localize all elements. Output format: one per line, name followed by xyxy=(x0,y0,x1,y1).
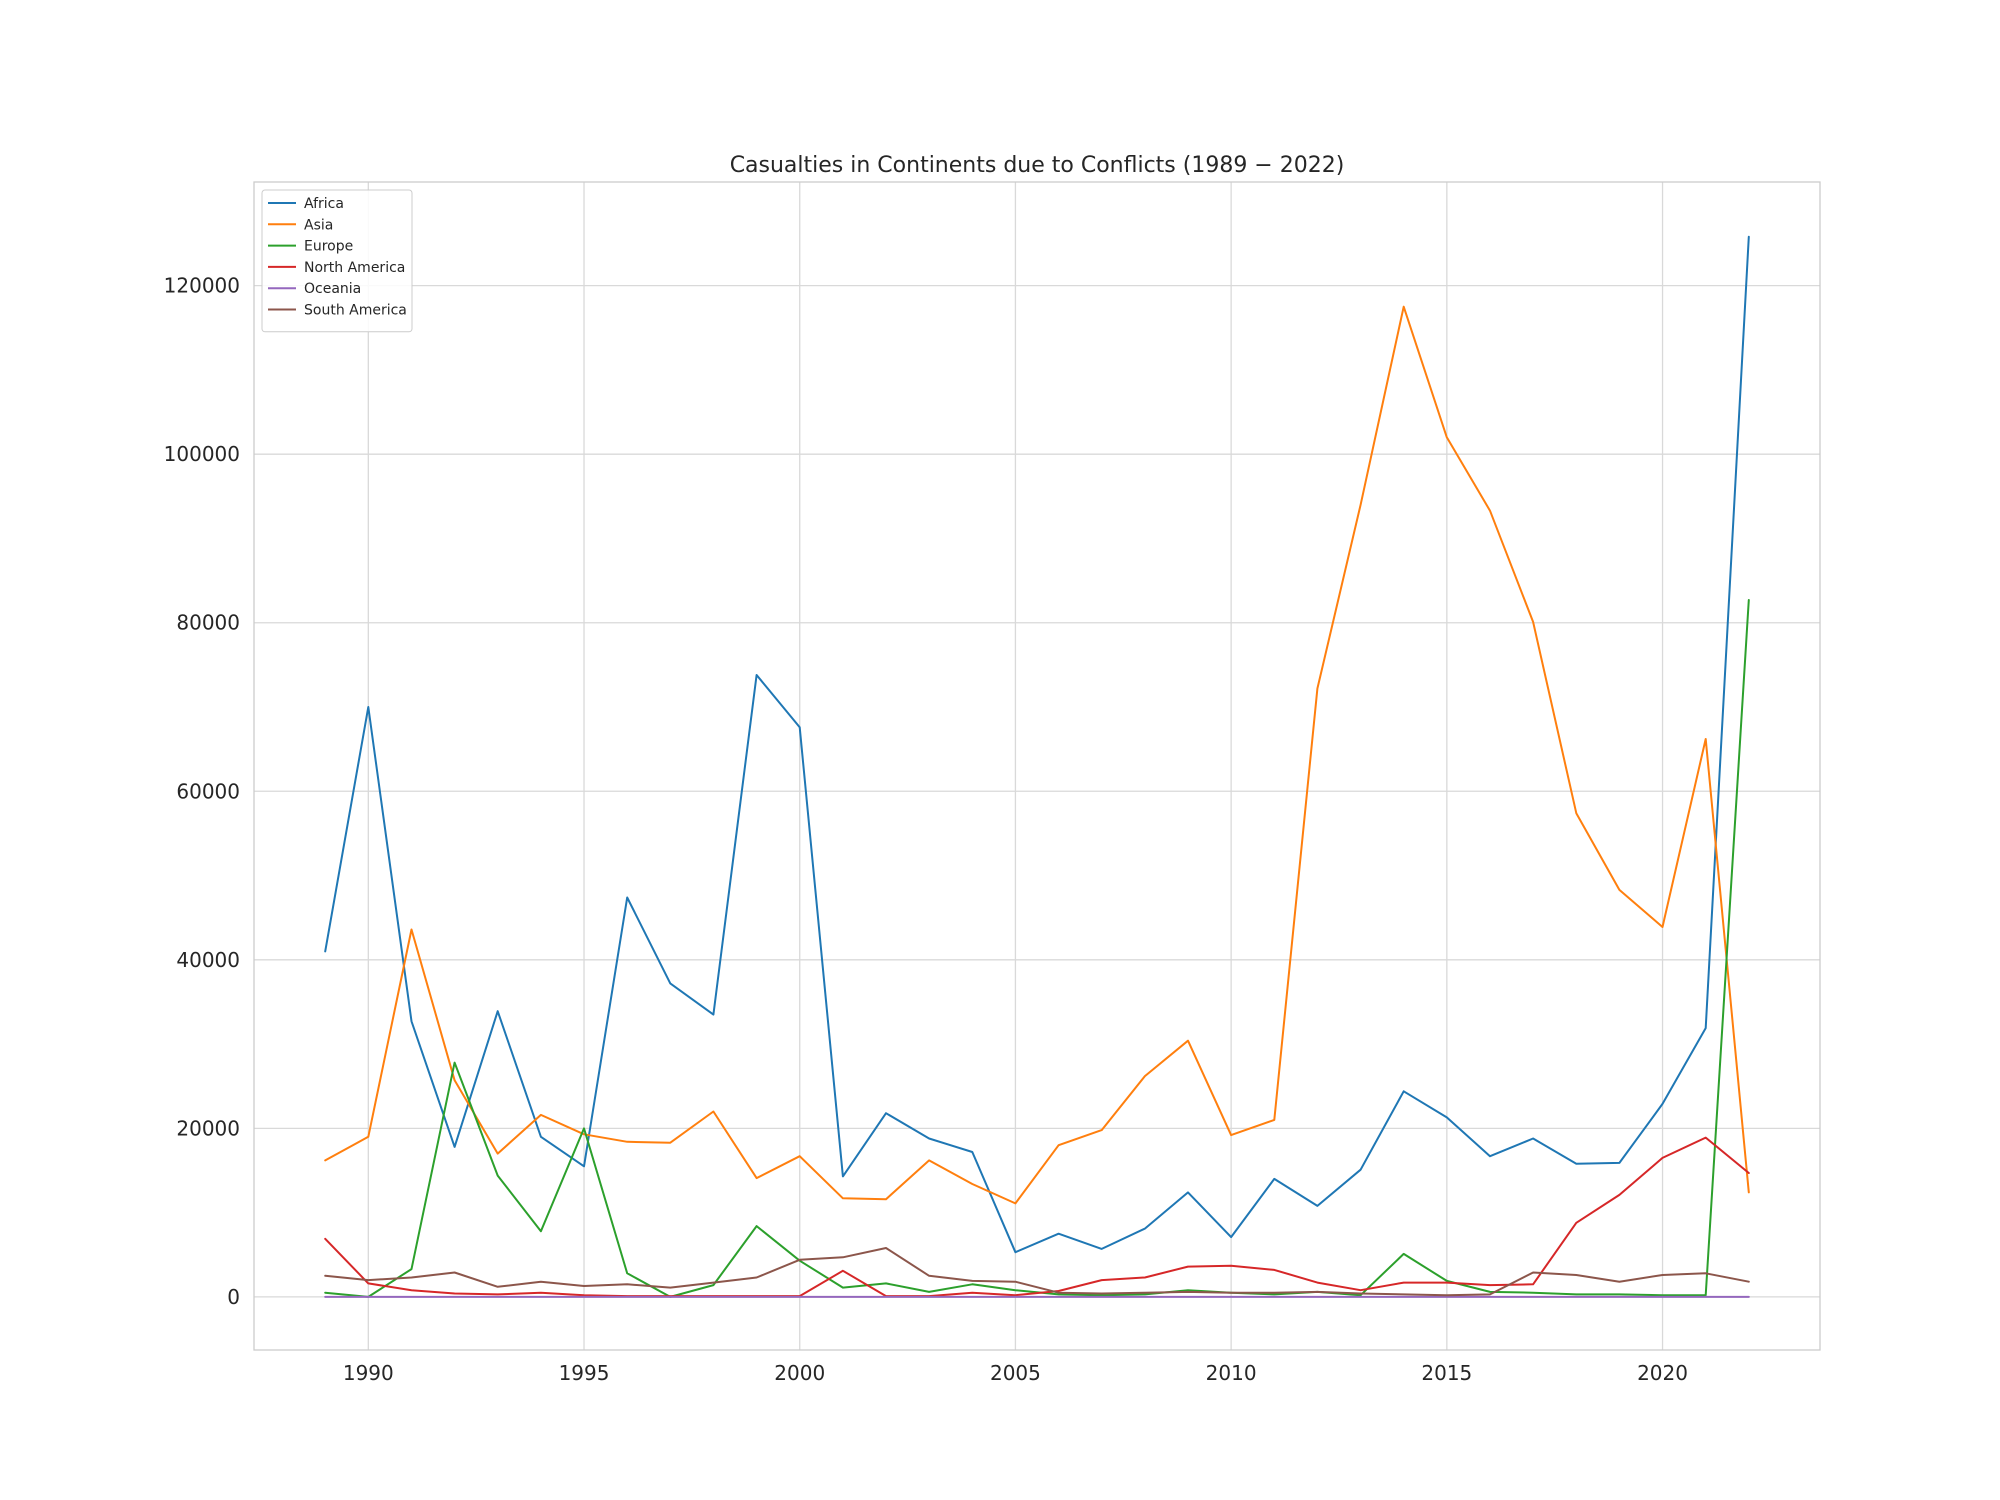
x-tick-label: 2020 xyxy=(1637,1361,1688,1385)
legend-box xyxy=(261,189,413,333)
x-tick-label: 1990 xyxy=(343,1361,394,1385)
y-tick-label: 20000 xyxy=(176,1116,240,1140)
series-line-north-america xyxy=(324,1136,1750,1298)
series-line-africa xyxy=(324,235,1750,1254)
legend-label-oceania: Oceania xyxy=(304,281,361,297)
chart-title: Casualties in Continents due to Conflict… xyxy=(730,153,1345,178)
legend: Africa Asia Europe North America Oceania Sout… xyxy=(261,189,413,333)
plot-frame xyxy=(253,181,1821,1351)
legend-label-europe: Europe xyxy=(304,239,353,255)
y-tick-label: 120000 xyxy=(164,274,240,298)
series-lines xyxy=(324,235,1750,1298)
y-tick-label: 60000 xyxy=(176,779,240,803)
series-line-asia xyxy=(324,305,1750,1205)
x-tick-label: 2005 xyxy=(990,1361,1041,1385)
x-tick-label: 2015 xyxy=(1421,1361,1472,1385)
x-tick-label: 2010 xyxy=(1206,1361,1257,1385)
y-tick-label: 100000 xyxy=(164,442,240,466)
legend-label-south-america: South America xyxy=(304,303,407,319)
legend-label-north-america: North America xyxy=(304,260,405,276)
x-tick-label: 2000 xyxy=(774,1361,825,1385)
y-tick-label: 40000 xyxy=(176,948,240,972)
legend-label-africa: Africa xyxy=(304,196,344,212)
series-line-south-america xyxy=(324,1247,1750,1297)
x-tick-label: 1995 xyxy=(559,1361,610,1385)
tick-labels: 1990 1995 2000 2005 2010 2015 2020 0 20000 40000 6… xyxy=(164,274,1688,1385)
y-tick-label: 80000 xyxy=(176,611,240,635)
legend-label-asia: Asia xyxy=(304,217,333,233)
y-tick-label: 0 xyxy=(227,1285,240,1309)
